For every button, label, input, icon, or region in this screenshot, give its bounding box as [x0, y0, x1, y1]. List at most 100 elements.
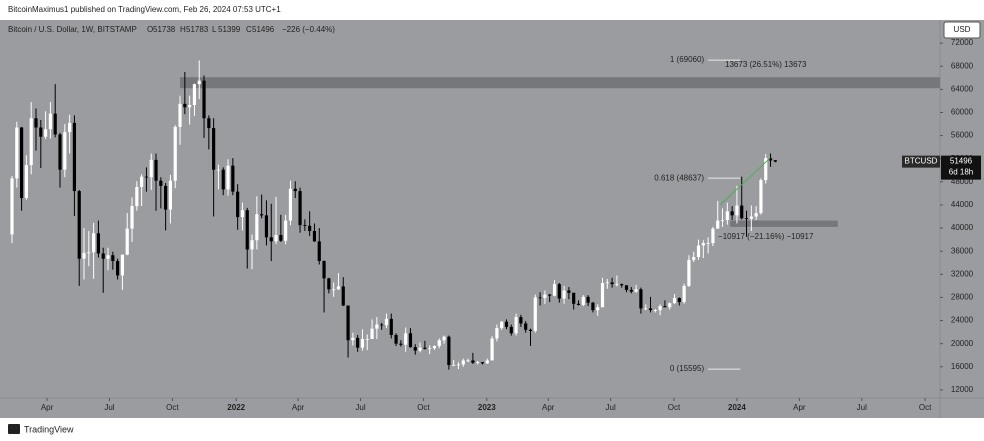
candle-body [144, 176, 149, 178]
candle-body [260, 214, 264, 216]
x-tick-label: Apr [41, 403, 54, 412]
candle-body [548, 294, 552, 296]
x-tick-label: Apr [542, 403, 555, 412]
candle-body [274, 235, 278, 242]
ohlc-value: 51783 [186, 25, 209, 34]
candle-body [572, 292, 576, 304]
candle-body [610, 282, 614, 285]
candle-body [44, 129, 48, 137]
candle-body [96, 233, 101, 254]
candle-body [538, 297, 542, 299]
footer-bar [0, 418, 984, 441]
currency: USD [954, 25, 971, 34]
candle-body [764, 158, 768, 181]
candle-body [596, 307, 600, 311]
candle-body [188, 104, 192, 108]
fib-label: 1 (69060) [670, 55, 705, 64]
candle-body [245, 210, 249, 250]
candle-body [20, 127, 24, 199]
y-tick-label: 16000 [951, 362, 974, 371]
x-tick-label: Oct [166, 403, 179, 412]
y-tick-label: 60000 [951, 108, 974, 117]
candle-body [346, 305, 350, 341]
change: −226 (−0.44%) [282, 25, 335, 34]
candle-body [154, 159, 158, 181]
x-tick-label: 2023 [478, 403, 496, 412]
measure-label: 13673 (26.51%) 13673 [725, 60, 807, 69]
candle-body [504, 321, 509, 327]
candle-body [447, 336, 451, 366]
candle-body [600, 282, 605, 308]
candle-body [437, 340, 441, 346]
candle-body [716, 220, 720, 229]
y-tick-label: 44000 [951, 200, 974, 209]
candle-body [303, 225, 307, 226]
brand: TradingView [24, 424, 74, 434]
candle-body [48, 113, 53, 130]
candle-body [394, 335, 398, 344]
candle-body [77, 191, 81, 259]
candle-body [754, 213, 758, 217]
candle-body [10, 178, 14, 235]
candle-body [264, 215, 269, 238]
candle-body [730, 211, 734, 216]
candle-body [576, 303, 581, 305]
logo-icon [8, 424, 20, 434]
candle-body [725, 211, 729, 220]
x-tick-label: 2024 [728, 403, 746, 412]
ohlc-label: C [246, 25, 252, 34]
candle-body [648, 308, 653, 311]
candle-body [140, 176, 144, 188]
candle-body [562, 290, 566, 299]
candle-body [624, 285, 629, 290]
y-tick-label: 36000 [951, 246, 974, 255]
candle-body [490, 338, 494, 361]
candle-body [288, 188, 293, 221]
candle-body [192, 84, 197, 105]
candle-body [389, 318, 393, 335]
candle-body [207, 118, 211, 129]
candle-body [768, 158, 773, 161]
candle-body [336, 286, 341, 290]
measure-label: −10917 (−21.16%) −10917 [718, 232, 814, 241]
candle-body [240, 210, 245, 218]
ohlc-label: H [180, 25, 186, 34]
candle-body [653, 310, 657, 311]
candle-body [284, 220, 288, 241]
candle-body [183, 103, 187, 108]
fib-label: 0 (15595) [670, 364, 705, 373]
price-box [941, 155, 981, 180]
candle-body [173, 126, 177, 181]
candle-body [135, 187, 139, 207]
candle-body [178, 103, 182, 127]
y-tick-label: 56000 [951, 131, 974, 140]
x-tick-label: Apr [292, 403, 305, 412]
candle-body [452, 365, 456, 366]
y-tick-label: 32000 [951, 269, 974, 278]
candle-body [149, 159, 153, 178]
candle-body [634, 289, 638, 292]
candle-body [212, 128, 216, 170]
candle-body [82, 252, 86, 259]
candle-body [591, 302, 595, 311]
candle-body [106, 255, 110, 259]
candle-body [620, 284, 624, 286]
candle-body [39, 127, 43, 137]
candle-body [130, 206, 134, 229]
candle-body [476, 362, 480, 363]
candle-body [701, 243, 705, 246]
candle-body [509, 326, 513, 334]
candle-body [735, 205, 739, 216]
candle-body [58, 134, 62, 170]
candle-body [696, 245, 701, 257]
y-tick-label: 28000 [951, 293, 974, 302]
candle-body [322, 261, 326, 279]
candle-body [639, 289, 643, 309]
candle-body [461, 360, 465, 365]
x-tick-label: Oct [919, 403, 932, 412]
candle-body [629, 289, 633, 292]
candle-body [418, 347, 422, 351]
x-tick-label: Jul [355, 403, 365, 412]
x-tick-label: Oct [417, 403, 430, 412]
